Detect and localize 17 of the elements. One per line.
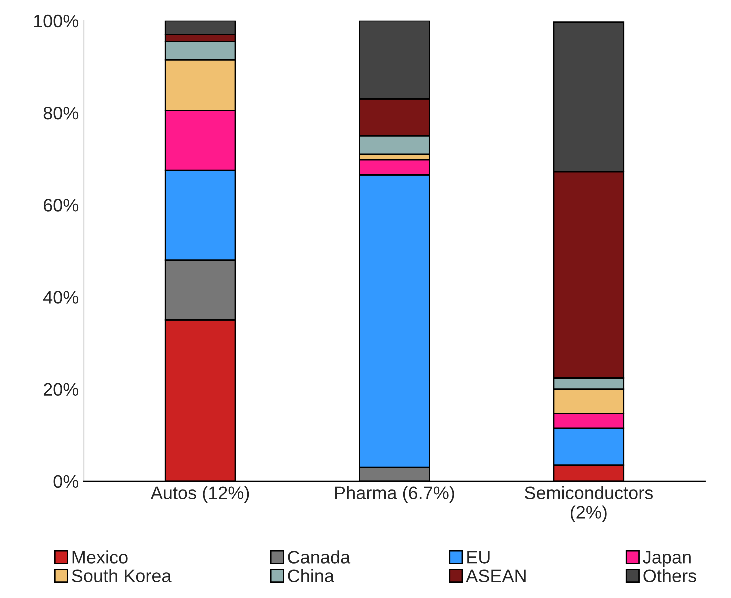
y-tick-label: 80%	[44, 106, 79, 120]
x-tick-label: Semiconductors (2%)	[525, 486, 653, 523]
x-tick-label: Pharma (6.7%)	[336, 486, 454, 504]
legend-label: Mexico	[72, 550, 128, 564]
y-tick-label: 60%	[44, 199, 79, 212]
x-tick-label: Autos (12%)	[150, 486, 250, 504]
legend-label: China	[288, 569, 334, 582]
legend-label: EU	[468, 551, 490, 564]
legend-label: Others	[644, 569, 696, 582]
legend-label: ASEAN	[466, 570, 526, 582]
y-tick-label: 40%	[43, 291, 79, 304]
y-tick-label: 0%	[54, 475, 79, 488]
legend-label: South Korea	[72, 569, 172, 582]
y-tick-label: 20%	[44, 383, 79, 396]
legend-label: Canada	[288, 550, 351, 564]
legend-label: Japan	[643, 551, 691, 568]
y-tick-label: 100%	[34, 14, 79, 28]
